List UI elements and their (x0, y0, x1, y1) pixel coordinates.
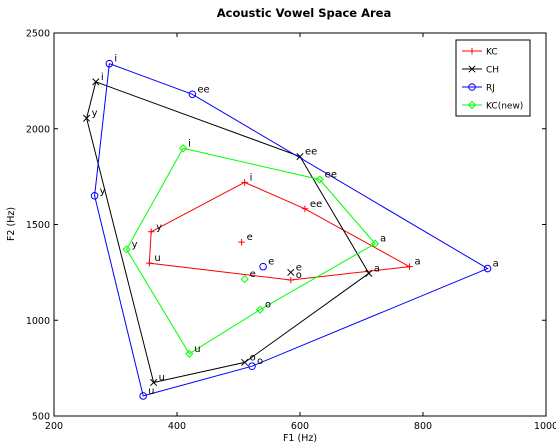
series-RJ (90, 59, 492, 400)
x-tick-label: 1000 (534, 421, 556, 432)
data-point (370, 239, 380, 248)
vowel-label: ee (305, 147, 317, 158)
legend-marker (468, 47, 476, 55)
vowel-label: y (132, 239, 138, 250)
data-point (287, 276, 294, 284)
vowel-label: u (194, 344, 200, 355)
data-point (241, 358, 249, 366)
data-point (483, 264, 492, 273)
data-point (259, 262, 267, 271)
vowel-label: o (265, 300, 271, 311)
data-point (90, 191, 99, 200)
vowel-label: e (268, 257, 274, 268)
vowel-label: o (296, 270, 302, 281)
vowel-label: e (247, 232, 253, 243)
chart-title: Acoustic Vowel Space Area (217, 6, 391, 20)
data-point (315, 175, 324, 184)
x-axis-label: F1 (Hz) (283, 433, 317, 443)
vowel-label: o (257, 356, 263, 367)
vowel-label: i (101, 72, 104, 83)
vowel-label: a (374, 263, 380, 274)
y-tick-label: 2000 (26, 124, 50, 135)
data-point (105, 59, 114, 68)
data-point (240, 274, 249, 284)
vowel-label: e (296, 262, 302, 273)
y-axis-label: F2 (Hz) (6, 207, 17, 241)
data-point (301, 205, 309, 212)
data-point (147, 228, 155, 235)
data-point (150, 378, 158, 387)
series-line (94, 63, 489, 397)
data-point (287, 268, 295, 276)
data-point (238, 238, 245, 246)
data-point (406, 263, 413, 270)
series-KC(new) (122, 144, 380, 358)
vowel-label: y (92, 108, 98, 119)
series-KC (146, 179, 413, 284)
vowel-label: y (100, 186, 106, 197)
data-point (139, 392, 147, 400)
vowel-label: y (156, 222, 162, 233)
vowel-label: ee (310, 199, 322, 210)
data-point (179, 144, 188, 153)
data-point (146, 259, 153, 267)
data-point (83, 114, 91, 122)
legend-entry: CH (486, 66, 499, 76)
legend-marker (467, 100, 477, 110)
x-tick-label: 400 (168, 421, 186, 432)
series-layer (83, 59, 492, 400)
vowel-label: u (154, 253, 160, 264)
vowel-label: e (250, 269, 256, 280)
vowel-label: a (493, 259, 499, 270)
x-tick-label: 600 (291, 421, 309, 432)
axis-ticks: 200 400 600 800 1000 500 1000 1500 2000 2500 (26, 29, 556, 433)
series-CH (83, 78, 373, 387)
legend-entry: KC (486, 48, 498, 58)
x-tick-label: 200 (45, 421, 63, 432)
legend-marker (468, 83, 476, 91)
data-point (365, 269, 373, 277)
data-point (255, 305, 265, 314)
data-point (241, 179, 248, 186)
y-tick-label: 1500 (26, 220, 50, 231)
vowel-label: a (380, 234, 386, 245)
vowel-label: ee (325, 169, 337, 180)
data-point (122, 245, 131, 254)
vowel-label: a (414, 257, 420, 268)
legend: KC CH RJ KC(new) (455, 39, 531, 117)
vowel-label: u (159, 372, 165, 383)
vowel-label: i (114, 54, 117, 65)
y-tick-label: 500 (32, 412, 50, 423)
data-point (188, 90, 197, 99)
x-tick-label: 800 (414, 421, 432, 432)
series-line (125, 147, 376, 355)
vowel-label: i (188, 138, 191, 149)
vowel-label: ee (197, 84, 209, 95)
legend-entry: KC(new) (486, 102, 523, 112)
vowel-label: o (250, 352, 256, 363)
y-tick-label: 1000 (26, 316, 50, 327)
data-point (92, 78, 100, 86)
point-labels: i ee a o u y e i ee a o u y e i ee a o u y e i ee a o u y e (92, 54, 499, 397)
legend-box (455, 39, 531, 117)
y-tick-label: 2500 (26, 29, 50, 40)
vowel-label: u (148, 386, 154, 397)
legend-entry: RJ (486, 84, 495, 94)
data-point (185, 349, 194, 358)
vowel-label: i (250, 172, 253, 183)
data-point (248, 362, 256, 371)
legend-marker (468, 65, 476, 73)
